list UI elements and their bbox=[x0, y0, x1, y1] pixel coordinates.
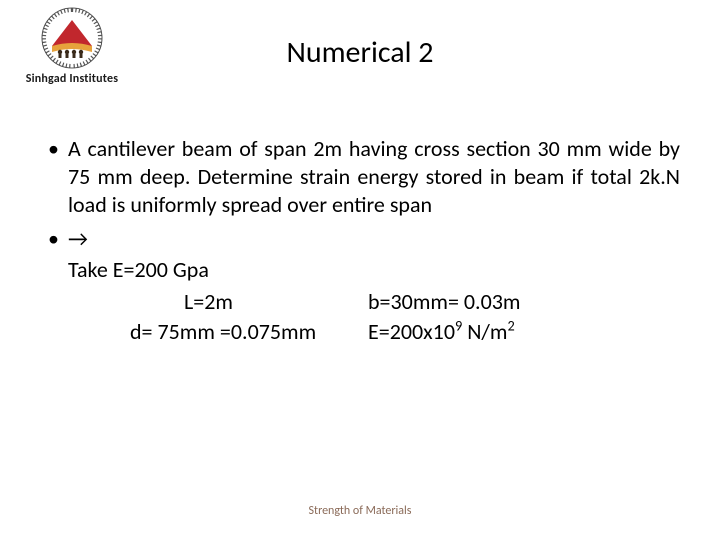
bullet-icon: • bbox=[48, 135, 68, 163]
slide-content: • A cantilever beam of span 2m having cr… bbox=[48, 135, 680, 347]
footer-text: Strength of Materials bbox=[0, 504, 720, 518]
param-modulus-unit: N/m bbox=[462, 318, 507, 345]
arrow-icon: → bbox=[68, 225, 88, 253]
param-modulus: E=200x109 N/m2 bbox=[368, 317, 680, 347]
parameter-grid: L=2m b=30mm= 0.03m d= 75mm =0.075mm E=20… bbox=[68, 287, 680, 347]
param-modulus-prefix: E=200x10 bbox=[368, 318, 455, 345]
problem-statement: • A cantilever beam of span 2m having cr… bbox=[48, 135, 680, 219]
problem-text: A cantilever beam of span 2m having cros… bbox=[68, 135, 680, 219]
org-name: Sinhgad Institutes bbox=[12, 72, 132, 86]
param-depth: d= 75mm =0.075mm bbox=[68, 317, 368, 347]
param-modulus-unit-exp: 2 bbox=[507, 317, 514, 335]
assumption-line: Take E=200 Gpa bbox=[68, 255, 680, 285]
bullet-icon: • bbox=[48, 225, 68, 253]
param-row: d= 75mm =0.075mm E=200x109 N/m2 bbox=[68, 317, 680, 347]
param-span: L=2m bbox=[68, 287, 368, 317]
solution-arrow-row: • → bbox=[48, 225, 680, 253]
param-row: L=2m b=30mm= 0.03m bbox=[68, 287, 680, 317]
param-width: b=30mm= 0.03m bbox=[368, 287, 680, 317]
page-title: Numerical 2 bbox=[0, 34, 720, 71]
